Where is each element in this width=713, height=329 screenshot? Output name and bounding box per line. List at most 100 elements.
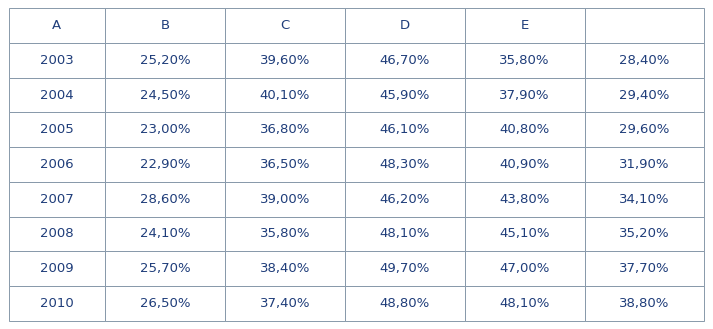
Text: 36,80%: 36,80% — [260, 123, 310, 136]
Bar — [106, 286, 225, 321]
Bar — [345, 286, 465, 321]
Text: 26,50%: 26,50% — [140, 297, 190, 310]
Text: 2005: 2005 — [40, 123, 73, 136]
Bar — [465, 182, 585, 216]
Text: 2008: 2008 — [40, 227, 73, 240]
Bar — [9, 78, 106, 113]
Bar — [585, 182, 704, 216]
Bar — [225, 43, 345, 78]
Bar — [225, 182, 345, 216]
Text: 37,90%: 37,90% — [499, 89, 550, 102]
Text: 23,00%: 23,00% — [140, 123, 190, 136]
Bar — [585, 43, 704, 78]
Text: 43,80%: 43,80% — [500, 193, 550, 206]
Text: 36,50%: 36,50% — [260, 158, 310, 171]
Text: D: D — [400, 19, 410, 32]
Bar — [465, 147, 585, 182]
Text: 47,00%: 47,00% — [500, 262, 550, 275]
Bar — [106, 43, 225, 78]
Text: 40,80%: 40,80% — [500, 123, 550, 136]
Bar — [9, 8, 106, 43]
Text: 2006: 2006 — [40, 158, 73, 171]
Bar — [106, 8, 225, 43]
Bar — [225, 8, 345, 43]
Text: 48,80%: 48,80% — [380, 297, 430, 310]
Text: 29,40%: 29,40% — [620, 89, 670, 102]
Bar — [106, 147, 225, 182]
Bar — [465, 78, 585, 113]
Text: 31,90%: 31,90% — [620, 158, 670, 171]
Text: 48,10%: 48,10% — [379, 227, 430, 240]
Bar — [106, 113, 225, 147]
Text: 46,10%: 46,10% — [379, 123, 430, 136]
Text: 45,10%: 45,10% — [499, 227, 550, 240]
Bar — [585, 113, 704, 147]
Bar — [585, 251, 704, 286]
Text: 38,40%: 38,40% — [260, 262, 310, 275]
Text: 2004: 2004 — [40, 89, 73, 102]
Text: 2007: 2007 — [40, 193, 73, 206]
Text: 35,80%: 35,80% — [260, 227, 310, 240]
Text: 25,70%: 25,70% — [140, 262, 190, 275]
Text: 49,70%: 49,70% — [379, 262, 430, 275]
Bar — [9, 182, 106, 216]
Bar — [9, 113, 106, 147]
Bar — [585, 147, 704, 182]
Text: 39,60%: 39,60% — [260, 54, 310, 67]
Text: 38,80%: 38,80% — [620, 297, 670, 310]
Text: 37,70%: 37,70% — [619, 262, 670, 275]
Text: 28,40%: 28,40% — [620, 54, 670, 67]
Bar — [225, 113, 345, 147]
Bar — [345, 216, 465, 251]
Bar — [9, 43, 106, 78]
Text: 35,80%: 35,80% — [499, 54, 550, 67]
Bar — [585, 216, 704, 251]
Text: 2003: 2003 — [40, 54, 73, 67]
Bar — [465, 113, 585, 147]
Text: 48,30%: 48,30% — [379, 158, 430, 171]
Text: A: A — [52, 19, 61, 32]
Text: 29,60%: 29,60% — [620, 123, 670, 136]
Text: 25,20%: 25,20% — [140, 54, 190, 67]
Bar — [465, 251, 585, 286]
Bar — [9, 216, 106, 251]
Text: 2009: 2009 — [40, 262, 73, 275]
Bar — [465, 286, 585, 321]
Bar — [585, 78, 704, 113]
Bar — [585, 286, 704, 321]
Bar — [465, 43, 585, 78]
Text: 22,90%: 22,90% — [140, 158, 190, 171]
Bar — [9, 147, 106, 182]
Bar — [225, 78, 345, 113]
Text: 39,00%: 39,00% — [260, 193, 310, 206]
Bar — [345, 147, 465, 182]
Text: 40,10%: 40,10% — [260, 89, 310, 102]
Text: 35,20%: 35,20% — [619, 227, 670, 240]
Bar — [585, 8, 704, 43]
Bar — [225, 251, 345, 286]
Text: B: B — [160, 19, 170, 32]
Bar — [106, 78, 225, 113]
Text: E: E — [520, 19, 529, 32]
Text: 45,90%: 45,90% — [379, 89, 430, 102]
Bar — [225, 147, 345, 182]
Text: 24,50%: 24,50% — [140, 89, 190, 102]
Bar — [345, 182, 465, 216]
Text: 2010: 2010 — [40, 297, 73, 310]
Text: 40,90%: 40,90% — [500, 158, 550, 171]
Text: C: C — [280, 19, 289, 32]
Bar — [345, 251, 465, 286]
Bar — [9, 251, 106, 286]
Bar — [345, 43, 465, 78]
Text: 46,70%: 46,70% — [379, 54, 430, 67]
Bar — [465, 8, 585, 43]
Text: 28,60%: 28,60% — [140, 193, 190, 206]
Bar — [106, 182, 225, 216]
Bar — [225, 286, 345, 321]
Bar — [345, 8, 465, 43]
Text: 24,10%: 24,10% — [140, 227, 190, 240]
Bar — [345, 113, 465, 147]
Bar — [225, 216, 345, 251]
Bar — [9, 286, 106, 321]
Bar — [345, 78, 465, 113]
